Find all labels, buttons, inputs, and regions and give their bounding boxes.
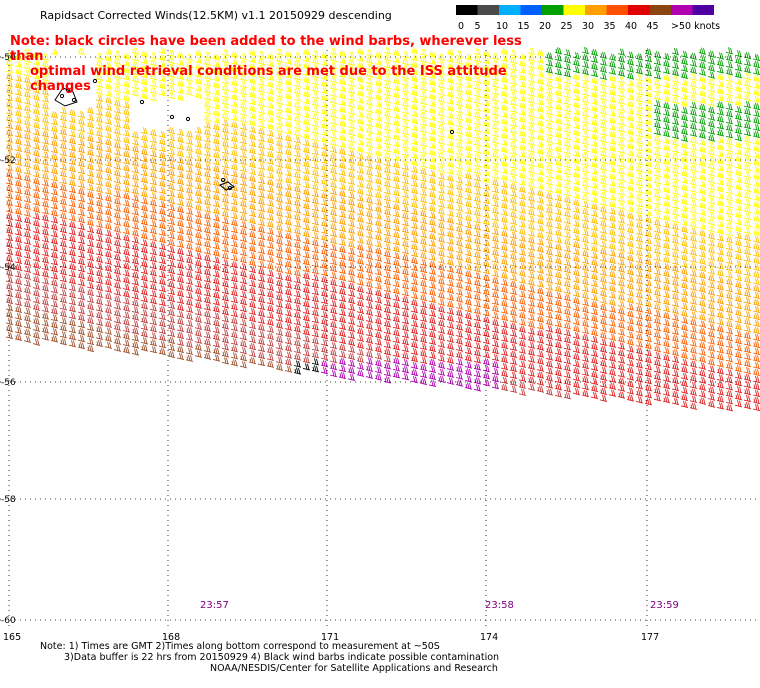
legend-swatch: [606, 5, 628, 15]
lon-label: 177: [641, 632, 659, 640]
attitude-note: Note: black circles have been added to t…: [10, 34, 550, 94]
lon-label: 174: [480, 632, 498, 640]
legend-label: 35: [604, 21, 616, 32]
footer-line-2: 3)Data buffer is 22 hrs from 20150929 4)…: [64, 652, 500, 663]
quality-circle: [185, 116, 191, 122]
legend-swatch: [499, 5, 521, 15]
legend-swatch: [456, 5, 478, 15]
legend-swatch: [563, 5, 585, 15]
barb-group: [320, 357, 500, 392]
legend-swatch: [585, 5, 607, 15]
lat-label: -58: [1, 495, 16, 505]
time-label-1: 23:57: [200, 600, 229, 611]
barb-group: [5, 72, 760, 286]
barb-group: [5, 46, 760, 237]
quality-circle: [92, 78, 98, 84]
wind-map: -50 -52 -54 -56 -58 -60 165 168 171 174 177: [0, 46, 760, 640]
note-line-2: optimal wind retrieval conditions are me…: [30, 64, 507, 94]
lon-label: 165: [3, 632, 21, 640]
legend-label: 10: [496, 21, 508, 32]
quality-circle: [59, 93, 65, 99]
barb-group: [5, 268, 572, 400]
map-title: Rapidsact Corrected Winds(12.5KM) v1.1 2…: [40, 9, 392, 22]
legend-label: 0: [458, 21, 464, 32]
legend-label: 15: [518, 21, 530, 32]
footer-credit: NOAA/NESDIS/Center for Satellite Applica…: [210, 663, 498, 674]
barb-group: [545, 46, 760, 143]
legend-swatch: [542, 5, 564, 15]
legend-label: >50 knots: [671, 21, 720, 32]
barb-group: [5, 121, 760, 335]
barb-group: [5, 212, 760, 412]
lon-label: 171: [321, 632, 339, 640]
lat-label: -60: [1, 616, 16, 626]
lat-label: -54: [1, 263, 16, 273]
contamination-markers: [54, 78, 455, 191]
legend-swatch: [628, 5, 650, 15]
legend-swatch: [671, 5, 693, 15]
footer-line-1: Note: 1) Times are GMT 2)Times along bot…: [40, 641, 440, 652]
lon-label: 168: [162, 632, 180, 640]
barb-group: [293, 358, 320, 375]
legend-swatch: [477, 5, 499, 15]
legend-label: 20: [539, 21, 551, 32]
quality-circle: [220, 177, 226, 183]
legend-label: 25: [561, 21, 573, 32]
legend-swatch: [692, 5, 714, 15]
legend-label: 45: [647, 21, 659, 32]
barb-group: [5, 303, 293, 373]
footer-notes: Note: 1) Times are GMT 2)Times along bot…: [0, 641, 760, 674]
lat-lon-grid: -50 -52 -54 -56 -58 -60 165 168 171 174 177: [0, 50, 760, 640]
quality-circle: [139, 99, 145, 105]
lat-label: -56: [1, 378, 16, 388]
quality-circle: [71, 97, 77, 103]
time-label-3: 23:59: [650, 600, 679, 611]
legend-swatch: [649, 5, 671, 15]
wind-barbs: [5, 46, 760, 412]
wind-speed-legend: 0 5 10 15 20 25 30 35 40 45 >50 knots: [456, 5, 720, 32]
contaminated-barbs: [54, 87, 235, 191]
quality-circle: [449, 129, 455, 135]
legend-swatch: [520, 5, 542, 15]
quality-circle: [169, 114, 175, 120]
quality-circle: [65, 87, 71, 93]
legend-label: 40: [625, 21, 637, 32]
legend-label: 5: [475, 21, 481, 32]
lat-label: -50: [1, 53, 16, 63]
lat-label: -52: [1, 156, 16, 166]
legend-label: 30: [582, 21, 594, 32]
note-line-1: Note: black circles have been added to t…: [10, 34, 522, 64]
time-label-2: 23:58: [485, 600, 514, 611]
barb-group: [5, 170, 760, 377]
